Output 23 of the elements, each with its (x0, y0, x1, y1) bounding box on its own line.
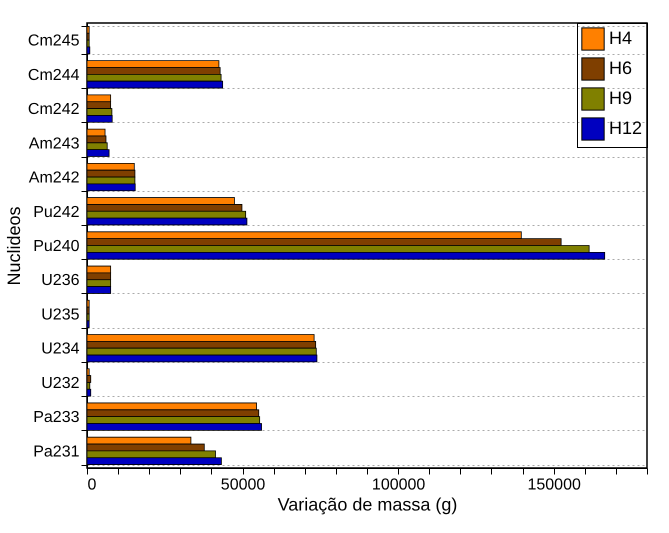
y-tick-label: Cm244 (28, 66, 80, 84)
x-tick-label: 150000 (527, 476, 581, 494)
y-tick-label: Pa233 (33, 409, 80, 426)
legend-label: H4 (609, 28, 632, 48)
y-tick-label: U236 (41, 272, 80, 290)
legend-label: H9 (609, 88, 632, 108)
y-tick-label: U235 (41, 306, 80, 324)
x-tick-label: 50000 (220, 476, 266, 494)
legend-label: H12 (609, 118, 642, 138)
y-tick-label: Am243 (28, 135, 80, 152)
y-axis-title: Nuclideos (4, 206, 24, 286)
x-tick-label: 0 (88, 476, 96, 494)
x-tick-label: 100000 (372, 476, 426, 494)
legend-label: H6 (609, 58, 632, 78)
y-tick-label: Pu240 (33, 238, 80, 255)
y-tick-label: Cm242 (28, 101, 80, 118)
y-tick-label: U232 (41, 374, 80, 392)
y-tick-label: Pu242 (33, 204, 80, 221)
y-tick-label: U234 (41, 340, 80, 358)
y-tick-label: Am242 (28, 170, 80, 187)
y-tick-label: Pa231 (33, 443, 80, 460)
y-tick-label: Cm245 (28, 32, 80, 50)
x-axis-title: Variação de massa (g) (278, 494, 458, 514)
